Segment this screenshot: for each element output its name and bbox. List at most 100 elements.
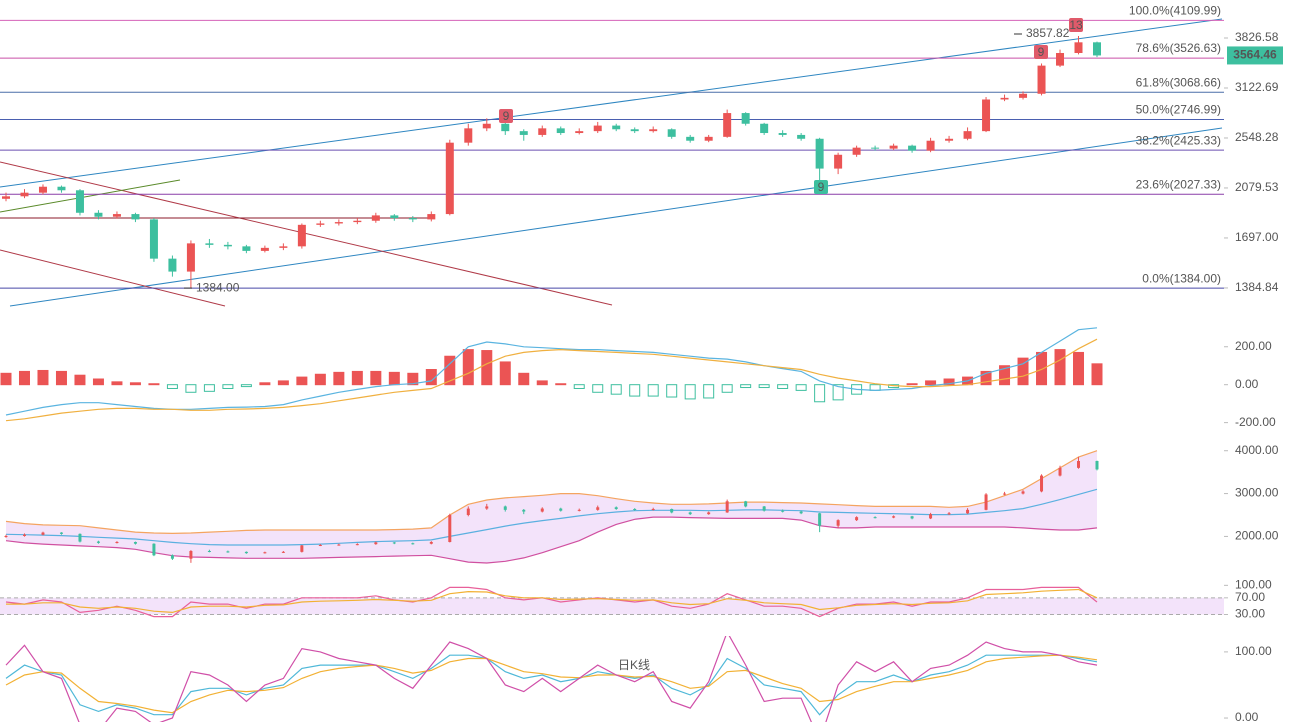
last-price-box xyxy=(1227,46,1283,65)
candle-body xyxy=(519,131,528,135)
y-tick-label: 4000.00 xyxy=(1235,443,1279,457)
macd-bar xyxy=(185,384,197,393)
macd-bar xyxy=(351,370,363,386)
candle-body xyxy=(670,509,674,513)
macd-bar xyxy=(1054,349,1066,386)
indicator-line xyxy=(5,586,1098,618)
candle-body xyxy=(1077,461,1081,468)
y-tick-label: 1697.00 xyxy=(1235,230,1279,244)
trend-lines xyxy=(0,18,1223,307)
candle-body xyxy=(226,551,230,553)
macd-bar xyxy=(943,378,955,386)
candle-body xyxy=(316,223,325,225)
macd-bar xyxy=(684,384,696,400)
sequence-marker xyxy=(1034,45,1048,59)
candle-body xyxy=(1074,42,1083,54)
candle-body xyxy=(337,544,341,546)
macd-bar xyxy=(740,384,752,389)
y-tick-label: 100.00 xyxy=(1235,644,1272,658)
macd-bar xyxy=(407,372,419,386)
candle-body xyxy=(1093,42,1101,56)
candle-body xyxy=(2,196,10,199)
channel-lower xyxy=(9,127,1223,307)
price-label: 1384.00 xyxy=(196,280,240,294)
candle-body xyxy=(189,551,193,559)
indicator-line xyxy=(5,654,1098,714)
candle-body xyxy=(762,506,766,511)
candle-body xyxy=(503,506,507,510)
last-price: 3564.46 xyxy=(1233,48,1277,62)
candle-body xyxy=(4,536,8,537)
macd-bar xyxy=(259,382,271,386)
candle-body xyxy=(466,508,470,515)
candle-body xyxy=(760,123,769,134)
candle-body xyxy=(1095,461,1099,470)
macd-bar xyxy=(814,384,826,403)
candle-body xyxy=(112,214,121,217)
candle-body xyxy=(929,514,933,519)
candle-body xyxy=(168,258,177,272)
candle-body xyxy=(408,218,417,220)
panel xyxy=(0,586,1224,618)
candle-body xyxy=(205,243,214,245)
candle-body xyxy=(20,192,29,197)
candle-body xyxy=(873,517,877,519)
candle-body xyxy=(744,501,748,507)
macd-bar xyxy=(869,384,881,391)
y-tick-label: 2000.00 xyxy=(1235,529,1279,543)
indicator-line xyxy=(5,488,1098,546)
fib-label: 100.0%(4109.99) xyxy=(1129,4,1221,18)
candle-body xyxy=(522,509,526,512)
macd-bar xyxy=(555,383,567,386)
macd-bar xyxy=(370,370,382,386)
candle-body xyxy=(279,246,288,248)
macd-bar xyxy=(314,373,326,386)
candle-body xyxy=(353,220,362,223)
fib-label: 23.6%(2027.33) xyxy=(1136,177,1221,191)
fib-label: 0.0%(1384.00) xyxy=(1142,271,1221,285)
candle-body xyxy=(966,509,970,514)
macd-bar xyxy=(18,370,30,386)
candle-body xyxy=(815,138,824,169)
candle-body xyxy=(834,154,843,169)
macd-bar xyxy=(0,372,12,386)
macd-bar xyxy=(240,384,252,388)
candle-body xyxy=(1040,475,1044,492)
down-trend xyxy=(0,161,613,306)
candle-body xyxy=(963,131,972,139)
candle-body xyxy=(38,186,47,193)
candle-body xyxy=(482,123,491,129)
y-tick-label: 3000.00 xyxy=(1235,486,1279,500)
candle-body xyxy=(593,125,602,132)
candle-body xyxy=(1000,97,1009,100)
candle-body xyxy=(501,123,510,132)
macd-bar xyxy=(795,384,807,391)
candle-body xyxy=(78,533,82,542)
candle-body xyxy=(612,125,621,130)
sequence-label: 9 xyxy=(818,180,825,194)
candle-body xyxy=(170,555,174,559)
macd-bar xyxy=(721,384,733,393)
candle-body xyxy=(96,541,100,543)
macd-bar xyxy=(1073,351,1085,386)
candle-body xyxy=(300,545,304,552)
macd-bar xyxy=(758,384,770,389)
candle-body xyxy=(485,506,489,509)
candle-body xyxy=(855,517,859,521)
macd-bar xyxy=(703,384,715,399)
candle-body xyxy=(778,133,787,135)
candle-body xyxy=(649,129,658,132)
candle-body xyxy=(429,542,433,544)
candle-body xyxy=(538,128,547,135)
y-tick-label: 3122.69 xyxy=(1235,80,1279,94)
macd-bar xyxy=(37,369,49,386)
short-trend xyxy=(0,179,181,213)
macd-bar xyxy=(481,350,493,386)
candle-body xyxy=(186,243,195,272)
y-tick-label: 0.00 xyxy=(1235,377,1259,391)
fib-label: 50.0%(2746.99) xyxy=(1136,103,1221,117)
candle-body xyxy=(242,246,251,251)
candle-body xyxy=(427,214,436,220)
candle-body xyxy=(133,542,137,544)
chart-annotation: 日K线 xyxy=(618,658,650,672)
